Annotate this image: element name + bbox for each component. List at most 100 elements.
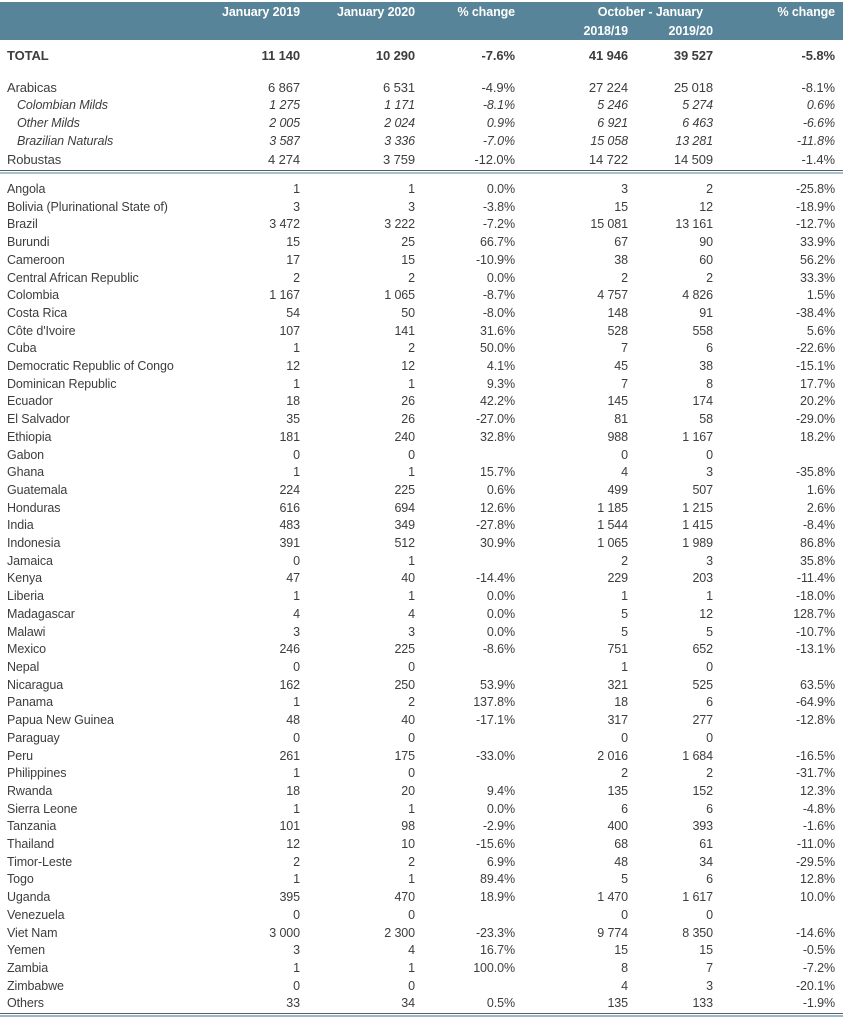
row-label: Other Milds xyxy=(17,116,80,130)
cell-value: 17 xyxy=(286,252,300,267)
cell-value: -2.9% xyxy=(482,819,515,834)
cell-value: 3 xyxy=(706,978,713,993)
row-label: Jamaica xyxy=(7,553,53,568)
cell-value: 35.8% xyxy=(800,553,835,568)
table-row: Central African Republic 2 2 0.0% 2 2 33.3% xyxy=(0,270,843,288)
cell-value: -8.7% xyxy=(482,288,515,303)
cell-value: 18 xyxy=(286,783,300,798)
cell-value: 395 xyxy=(279,890,300,905)
cell-value: 1 xyxy=(706,589,713,604)
row-label: Paraguay xyxy=(7,730,60,745)
table-row: Madagascar 4 4 0.0% 5 12 128.7% xyxy=(0,606,843,624)
col-season-2018-19: 2018/19 xyxy=(515,21,628,40)
cell-value: 0.0% xyxy=(486,182,515,196)
cell-value: -7.6% xyxy=(481,48,515,63)
row-label: Mexico xyxy=(7,642,46,657)
cell-value: -15.1% xyxy=(795,359,835,374)
cell-value: 512 xyxy=(394,536,415,551)
cell-value: -11.0% xyxy=(796,837,835,852)
divider-rule xyxy=(0,168,843,181)
cell-value: 1 167 xyxy=(682,429,713,444)
row-label: Uganda xyxy=(7,890,51,905)
table-row: Philippines 1 0 2 2 -31.7% xyxy=(0,765,843,783)
table-row: Indonesia 391 512 30.9% 1 065 1 989 86.8% xyxy=(0,535,843,553)
table-row: Ecuador 18 26 42.2% 145 174 20.2% xyxy=(0,393,843,411)
row-label: Thailand xyxy=(7,837,55,852)
cell-value: -5.8% xyxy=(801,48,836,63)
header-country-blank xyxy=(0,2,210,21)
cell-value: 30.9% xyxy=(480,536,515,551)
cell-value: -16.5% xyxy=(795,748,835,763)
cell-value: -11.8% xyxy=(796,134,835,148)
row-label: Burundi xyxy=(7,235,50,250)
cell-value: 1 xyxy=(408,872,415,887)
cell-value: 1 xyxy=(408,801,415,816)
cell-value: 4 xyxy=(293,606,300,621)
cell-value: 31.6% xyxy=(480,323,515,338)
cell-value: 1 617 xyxy=(682,890,713,905)
cell-value: 0 xyxy=(408,447,415,462)
cell-value: 4 xyxy=(408,606,415,621)
cell-value: 2 xyxy=(408,270,415,285)
cell-value: 15 xyxy=(401,252,415,267)
table-row: Gabon 0 0 0 0 xyxy=(0,447,843,465)
cell-value: 229 xyxy=(607,571,628,586)
row-label: Madagascar xyxy=(7,606,75,621)
cell-value: 27 224 xyxy=(588,79,628,95)
cell-value: 89.4% xyxy=(480,872,515,887)
cell-value: 33 xyxy=(286,996,300,1011)
cell-value: 1 171 xyxy=(384,98,415,112)
cell-value: 0 xyxy=(293,730,300,745)
cell-value: 0 xyxy=(293,659,300,674)
cell-value: 400 xyxy=(607,819,628,834)
cell-value: -38.4% xyxy=(795,305,835,320)
cell-value: 7 xyxy=(706,960,713,975)
cell-value: 2 xyxy=(621,553,628,568)
cell-value: 0.5% xyxy=(486,996,515,1011)
cell-value: 0 xyxy=(621,730,628,745)
cell-value: 25 018 xyxy=(673,79,713,95)
cell-value: 0 xyxy=(293,907,300,922)
cell-value: -20.1% xyxy=(795,978,835,993)
table-row: Brazil 3 472 3 222 -7.2% 15 081 13 161 -12.7% xyxy=(0,216,843,234)
cell-value: -1.4% xyxy=(801,151,836,167)
table-row: Democratic Republic of Congo 12 12 4.1% 45 38… xyxy=(0,358,843,376)
cell-value: 1 544 xyxy=(597,518,628,533)
cell-value: 1 xyxy=(293,801,300,816)
row-label: Panama xyxy=(7,695,53,710)
cell-value: 246 xyxy=(279,642,300,657)
cell-value: 6 463 xyxy=(682,116,713,130)
cell-value: 162 xyxy=(279,677,300,692)
cell-value: 1 275 xyxy=(269,98,300,112)
cell-value: 50 xyxy=(401,305,415,320)
row-label: Brazilian Naturals xyxy=(17,134,114,148)
cell-value: 38 xyxy=(614,252,628,267)
cell-value: 3 759 xyxy=(382,151,415,167)
cell-value: 100.0% xyxy=(473,960,515,975)
cell-value: 988 xyxy=(607,429,628,444)
cell-value: 101 xyxy=(279,819,300,834)
table-row: Brazilian Naturals 3 587 3 336 -7.0% 15 058 1… xyxy=(0,132,843,150)
cell-value: 107 xyxy=(279,323,300,338)
cell-value: 0.0% xyxy=(486,589,515,604)
cell-value: 25 xyxy=(401,235,415,250)
cell-value: 2 xyxy=(706,270,713,285)
cell-value: 1 xyxy=(293,341,300,356)
cell-value: 4 826 xyxy=(682,288,713,303)
cell-value: -7.2% xyxy=(802,960,835,975)
cell-value xyxy=(415,659,515,677)
cell-value: 13 281 xyxy=(675,134,713,148)
row-label: Rwanda xyxy=(7,783,53,798)
col-january-2020: January 2020 xyxy=(300,2,415,21)
cell-value: 34 xyxy=(401,996,415,1011)
col-pct-change-season: % change xyxy=(713,2,843,21)
cell-value: 10 xyxy=(401,837,415,852)
cell-value: 137.8% xyxy=(473,695,515,710)
row-label: Peru xyxy=(7,748,34,763)
cell-value: 5 274 xyxy=(682,98,713,112)
cell-value: 751 xyxy=(607,642,628,657)
row-label: Togo xyxy=(7,872,34,887)
cell-value: 321 xyxy=(607,677,628,692)
cell-value: -8.4% xyxy=(802,518,835,533)
cell-value: 0.0% xyxy=(486,270,515,285)
